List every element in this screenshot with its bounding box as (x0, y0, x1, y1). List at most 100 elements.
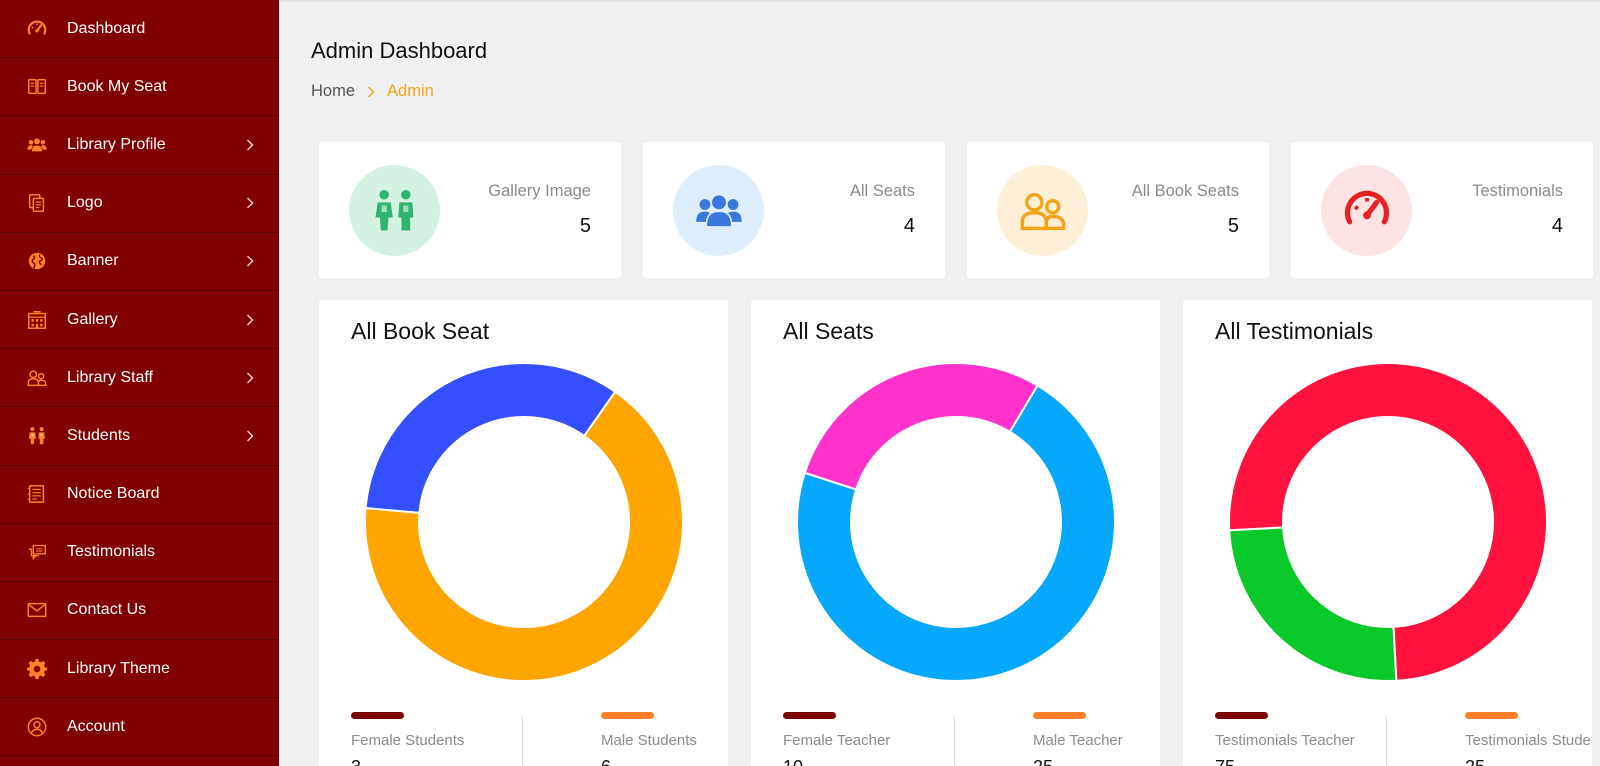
sidebar-item-account[interactable]: Account (0, 698, 279, 757)
donut-slice-testimonials-teacher[interactable] (1228, 362, 1548, 682)
legend-swatch (783, 712, 836, 719)
stat-value: 4 (903, 215, 915, 237)
legend-label: Female Students (351, 732, 465, 749)
stat-value: 4 (1551, 215, 1563, 237)
book-icon (26, 76, 48, 98)
user-circle-icon (26, 716, 48, 738)
donut-slice-female-teacher[interactable] (803, 362, 1039, 491)
legend-swatch (1033, 712, 1086, 719)
chevron-right-icon (245, 196, 255, 210)
chevron-right-icon (245, 138, 255, 152)
donut-slice-male-students[interactable] (364, 390, 684, 682)
documents-icon (26, 192, 48, 214)
chevron-right-icon (245, 254, 255, 268)
legend-label: Female Teacher (783, 732, 891, 749)
sidebar-item-students[interactable]: Students (0, 407, 279, 466)
sidebar-item-banner[interactable]: Banner (0, 233, 279, 291)
chart-title: All Seats (783, 318, 874, 344)
notice-icon (26, 483, 48, 505)
stat-label: All Book Seats (1131, 182, 1239, 200)
chevron-right-icon (245, 313, 255, 327)
legend-divider (954, 717, 955, 766)
sidebar-item-label: Testimonials (67, 543, 156, 561)
speedometer-icon (1321, 165, 1412, 256)
legend-swatch (601, 712, 654, 719)
legend-value: 3 (351, 757, 464, 766)
sidebar-item-book-my-seat[interactable]: Book My Seat (0, 58, 279, 117)
stat-label: Gallery Image (488, 182, 591, 200)
sidebar-item-label: Banner (67, 252, 119, 270)
chat-icon (26, 541, 48, 563)
users-icon (673, 165, 764, 256)
chart-card-all-testimonials: All Testimonials Testimonials Teacher 75 Te… (1183, 300, 1592, 766)
staff-icon (997, 165, 1088, 256)
legend-value: 6 (601, 757, 697, 766)
sidebar-item-label: Gallery (67, 310, 118, 328)
legend-value: 25 (1465, 757, 1592, 766)
legend-item-female-teacher: Female Teacher 10 (783, 712, 890, 766)
donut-slice-male-teacher[interactable] (796, 384, 1116, 682)
sidebar-item-library-theme[interactable]: Library Theme (0, 640, 279, 699)
sidebar-item-label: Library Theme (67, 659, 170, 677)
building-icon (26, 309, 48, 331)
sidebar-item-library-profile[interactable]: Library Profile (0, 116, 279, 175)
legend-item-testimonials-student: Testimonials Student 25 (1465, 712, 1592, 766)
sidebar-item-library-staff[interactable]: Library Staff (0, 349, 279, 408)
breadcrumb-home-link[interactable]: Home (311, 82, 356, 100)
breadcrumb: Home Admin (311, 82, 434, 101)
stat-card-testimonials[interactable]: Testimonials 4 (1291, 142, 1593, 278)
sidebar-item-testimonials[interactable]: Testimonials (0, 524, 279, 582)
legend-swatch (351, 712, 404, 719)
students-icon (349, 165, 440, 256)
legend-label: Testimonials Teacher (1215, 732, 1355, 749)
legend-divider (1386, 717, 1387, 766)
sidebar-item-label: Library Staff (67, 368, 153, 386)
stat-card-all-book-seats[interactable]: All Book Seats 5 (967, 142, 1269, 278)
sidebar-item-contact-us[interactable]: Contact Us (0, 582, 279, 641)
globe-icon (26, 250, 48, 272)
gear-icon (26, 658, 48, 680)
chevron-right-icon (245, 371, 255, 385)
sidebar-item-label: Contact Us (67, 601, 147, 619)
sidebar-item-dashboard[interactable]: Dashboard (0, 0, 279, 59)
sidebar-item-logo[interactable]: Logo (0, 175, 279, 233)
legend-item-female-students: Female Students 3 (351, 712, 464, 766)
breadcrumb-current: Admin (387, 82, 434, 100)
chart-title: All Testimonials (1215, 318, 1374, 344)
legend-item-male-students: Male Students 6 (601, 712, 697, 766)
stat-label: All Seats (849, 182, 915, 200)
sidebar-item-label: Book My Seat (67, 77, 167, 95)
chart-card-all-seats: All Seats Female Teacher 10 Male Teacher 25 (751, 300, 1160, 766)
chart-title: All Book Seat (351, 318, 490, 344)
legend-swatch (1465, 712, 1518, 719)
stat-card-all-seats[interactable]: All Seats 4 (643, 142, 945, 278)
legend-label: Male Teacher (1033, 732, 1123, 749)
users-icon (26, 134, 48, 156)
legend-swatch (1215, 712, 1268, 719)
stat-value: 5 (579, 215, 591, 237)
sidebar-item-gallery[interactable]: Gallery (0, 291, 279, 350)
sidebar-item-label: Library Profile (67, 135, 166, 153)
students-icon (26, 425, 48, 447)
legend-value: 10 (783, 757, 890, 766)
staff-icon (26, 367, 48, 389)
legend-item-male-teacher: Male Teacher 25 (1033, 712, 1123, 766)
sidebar-item-label: Students (67, 426, 131, 444)
chart-card-all-book-seat: All Book Seat Female Students 3 Male Studen… (319, 300, 728, 766)
main-content: Admin Dashboard Home Admin Gallery Image… (279, 0, 1600, 766)
stat-value: 5 (1227, 215, 1239, 237)
stat-card-gallery-image[interactable]: Gallery Image 5 (319, 142, 621, 278)
donut-slice-testimonials-student[interactable] (1228, 526, 1398, 682)
sidebar-item-notice-board[interactable]: Notice Board (0, 466, 279, 524)
top-divider (279, 0, 1600, 2)
sidebar-item-label: Notice Board (67, 485, 160, 503)
donut-slice-female-students[interactable] (364, 362, 617, 514)
legend-label: Male Students (601, 732, 697, 749)
donut-chart (1228, 362, 1548, 682)
speedometer-icon (26, 18, 48, 40)
legend-value: 25 (1033, 757, 1123, 766)
sidebar-item-label: Dashboard (67, 19, 146, 37)
donut-chart (796, 362, 1116, 682)
legend-value: 75 (1215, 757, 1355, 766)
page-title: Admin Dashboard (311, 38, 488, 63)
